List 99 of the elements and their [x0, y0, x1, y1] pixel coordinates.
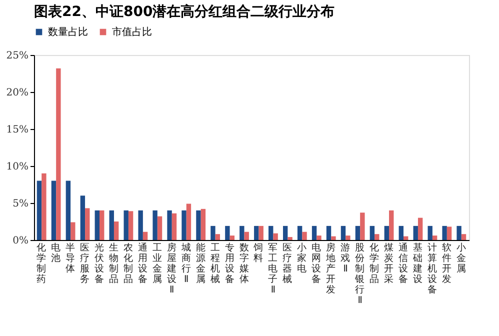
bar — [268, 226, 274, 240]
bar — [340, 226, 346, 240]
x-tick-label: 基础建设 — [412, 242, 423, 285]
bar — [210, 226, 216, 240]
x-tick-label: 工业金属 — [152, 242, 162, 285]
bar — [94, 210, 100, 240]
bar — [167, 210, 172, 240]
bar — [200, 208, 206, 240]
bar — [446, 226, 452, 240]
bar — [51, 180, 56, 240]
x-tick-label: 计算机设备 — [427, 242, 438, 296]
bar — [302, 232, 307, 240]
bar — [152, 210, 158, 240]
y-tick-label: 15% — [6, 124, 28, 136]
y-tick-label: 10% — [6, 162, 28, 172]
bar — [182, 210, 186, 240]
x-tick-label: 游戏Ⅱ — [340, 242, 351, 274]
x-tick-label: 通用设备 — [138, 242, 148, 285]
bar — [172, 213, 177, 240]
bar — [374, 234, 380, 240]
x-tick-label: 软件开发 — [442, 242, 452, 285]
x-tick-label: 电网设备 — [312, 242, 322, 285]
bar — [124, 210, 128, 240]
x-tick-label: 专用设备 — [224, 242, 235, 285]
x-tick-label: 饲料 — [252, 242, 264, 264]
bar — [114, 222, 119, 240]
bar — [258, 226, 264, 240]
x-tick-label: 城商行Ⅱ — [180, 242, 192, 285]
x-tick-label: 小家电 — [297, 242, 308, 274]
bar — [442, 226, 447, 240]
bar — [370, 226, 375, 240]
bar — [70, 222, 76, 240]
bar — [273, 233, 278, 240]
chart-title: 图表22、中证800潜在高分红组合二级行业分布 — [34, 3, 335, 20]
bar — [109, 210, 114, 240]
bar — [42, 173, 46, 240]
y-tick-label: 20% — [6, 88, 28, 98]
x-tick-label: 能源金属 — [196, 242, 206, 285]
bar — [428, 226, 432, 240]
bar — [288, 237, 292, 240]
bar — [244, 232, 249, 240]
x-tick-label: 股份制银行Ⅱ — [354, 242, 366, 306]
y-tick-label: 25% — [6, 50, 28, 62]
x-tick-label: 军工电子Ⅱ — [268, 242, 278, 296]
x-tick-label: 煤炭开采 — [384, 242, 394, 285]
bar — [360, 212, 365, 240]
legend-label: 数量占比 — [48, 26, 88, 38]
x-tick-label: 化学制药 — [36, 242, 47, 285]
x-tick-label: 工程机械 — [210, 242, 220, 285]
bar — [413, 226, 418, 240]
legend-label: 市值占比 — [112, 26, 152, 38]
bar — [461, 234, 466, 240]
y-tick-label: 5% — [12, 198, 28, 210]
x-tick-label: 房地产开发 — [325, 242, 336, 296]
bar — [36, 180, 42, 240]
x-tick-label: 化学制品 — [370, 242, 380, 285]
bar — [186, 204, 192, 240]
bar — [282, 226, 288, 240]
bar — [66, 180, 71, 240]
bar — [128, 211, 134, 240]
bar — [355, 226, 360, 240]
bar — [456, 226, 462, 240]
bar — [398, 226, 404, 240]
bar — [384, 226, 390, 240]
bar — [56, 68, 61, 240]
bar — [80, 196, 86, 240]
x-tick-label: 通信设备 — [398, 242, 408, 285]
x-tick-label: 生物制品 — [108, 242, 119, 285]
bar — [196, 210, 201, 240]
x-tick-label: 农化制品 — [123, 242, 134, 285]
bar — [418, 218, 423, 240]
bar — [403, 236, 408, 240]
bar — [138, 210, 143, 240]
x-tick-label: 小金属 — [456, 242, 466, 274]
bar — [254, 226, 259, 240]
bar — [312, 226, 317, 240]
bar — [389, 210, 394, 240]
bar — [157, 216, 162, 240]
x-tick-label: 半导体 — [66, 242, 76, 274]
x-tick-label: 电池 — [51, 242, 62, 264]
bar — [432, 236, 438, 240]
bar — [225, 226, 230, 240]
bar — [326, 226, 332, 240]
y-tick-label: 0% — [12, 236, 28, 246]
bar — [85, 208, 90, 240]
x-tick-label: 光伏设备 — [94, 242, 105, 285]
x-tick-label: 数字媒体 — [239, 242, 250, 285]
bar — [331, 236, 336, 240]
x-tick-label: 医疗服务 — [80, 242, 90, 285]
bar — [346, 236, 350, 240]
bar — [142, 232, 148, 240]
x-tick-label: 医疗器械 — [282, 242, 293, 285]
bar — [100, 210, 104, 240]
x-tick-label: 房屋建设Ⅱ — [166, 242, 177, 296]
bar — [230, 236, 234, 240]
bar — [297, 226, 302, 240]
bar — [316, 236, 322, 240]
bar — [215, 234, 220, 240]
bar — [240, 226, 244, 240]
